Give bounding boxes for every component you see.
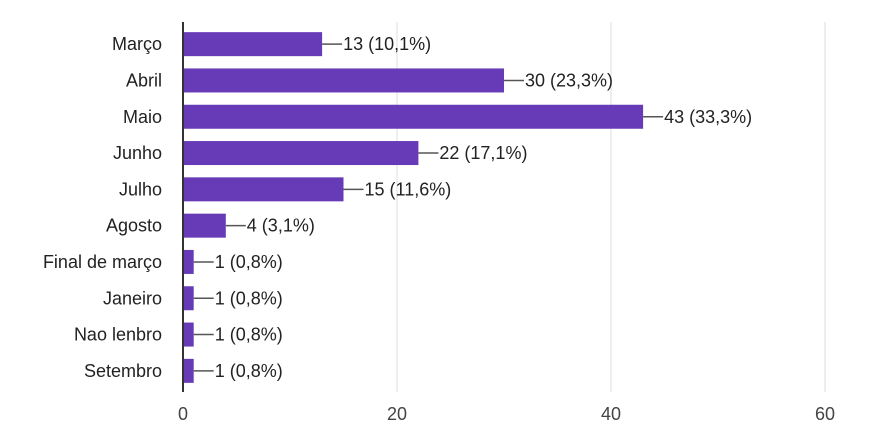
bar-nao-lenbro <box>184 322 194 347</box>
category-label: Julho <box>119 179 162 199</box>
bar-agosto <box>184 213 226 238</box>
bars <box>184 32 644 383</box>
category-label: Abril <box>126 70 162 90</box>
bar-julho <box>184 177 344 202</box>
data-label: 13 (10,1%) <box>343 34 431 54</box>
bar-junho <box>184 141 419 166</box>
x-tick-label: 20 <box>387 404 407 424</box>
category-label: Junho <box>113 143 162 163</box>
bar-janeiro <box>184 286 194 311</box>
category-label: Março <box>112 34 162 54</box>
bar-setembro <box>184 358 194 383</box>
data-label: 15 (11,6%) <box>365 179 452 199</box>
data-label: 1 (0,8%) <box>215 361 283 381</box>
x-tick-labels: 0 20 40 60 <box>178 404 835 424</box>
data-label: 1 (0,8%) <box>215 325 283 345</box>
x-tick-label: 60 <box>815 404 835 424</box>
data-label: 1 (0,8%) <box>215 252 283 272</box>
category-label: Final de março <box>43 252 162 272</box>
category-label: Agosto <box>106 216 162 236</box>
bar-maio <box>184 104 644 129</box>
data-label: 43 (33,3%) <box>664 107 752 127</box>
category-label: Maio <box>123 107 162 127</box>
data-label: 22 (17,1%) <box>439 143 527 163</box>
category-label: Nao lenbro <box>74 325 162 345</box>
data-label: 4 (3,1%) <box>247 216 315 236</box>
x-tick-label: 40 <box>601 404 621 424</box>
category-labels: Março Abril Maio Junho Julho Agosto Final de m… <box>43 34 162 381</box>
category-label: Janeiro <box>103 288 162 308</box>
category-label: Setembro <box>84 361 162 381</box>
bar-abril <box>184 68 504 93</box>
bar-final-de-março <box>184 249 194 274</box>
data-labels: 13 (10,1%) 30 (23,3%) 43 (33,3%) 22 (17,1%)… <box>193 34 752 381</box>
data-label: 30 (23,3%) <box>525 70 613 90</box>
bar-março <box>184 32 323 57</box>
data-label: 1 (0,8%) <box>215 288 283 308</box>
x-tick-label: 0 <box>178 404 188 424</box>
